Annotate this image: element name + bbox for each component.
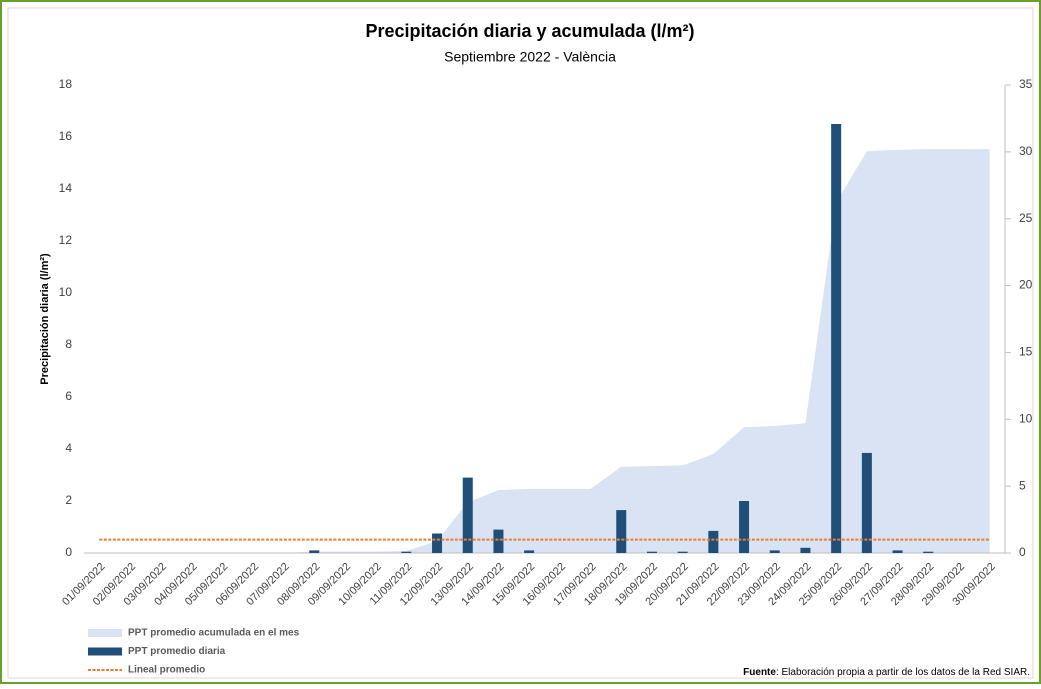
bar xyxy=(401,551,412,553)
source-text: : Elaboración propia a partir de los dat… xyxy=(776,667,1030,678)
y-tick-label: 2 xyxy=(65,493,72,507)
legend-swatch xyxy=(88,629,122,637)
bar xyxy=(831,124,842,553)
legend-label: PPT promedio diaria xyxy=(128,646,226,657)
bar xyxy=(309,550,320,553)
bar xyxy=(646,551,657,553)
y-tick-label: 4 xyxy=(65,441,72,455)
y-tick-label: 16 xyxy=(59,129,73,143)
y2-tick-label: 15 xyxy=(1019,345,1033,359)
source: Fuente: Elaboración propia a partir de l… xyxy=(743,667,1030,678)
legend-label: Lineal promedio xyxy=(128,665,205,676)
y2-tick-label: 20 xyxy=(1019,278,1033,292)
bar xyxy=(739,501,750,553)
bar xyxy=(616,510,627,553)
bar xyxy=(677,551,688,553)
y-tick-label: 14 xyxy=(59,181,73,195)
y-tick-label: 10 xyxy=(59,285,73,299)
chart-title: Precipitación diaria y acumulada (l/m²) xyxy=(365,21,694,41)
bar xyxy=(892,550,903,553)
source-label: Fuente xyxy=(743,667,776,678)
y2-tick-label: 5 xyxy=(1019,478,1026,492)
y2-tick-label: 0 xyxy=(1019,545,1026,559)
bar xyxy=(708,530,719,553)
bar xyxy=(800,547,811,553)
bar xyxy=(923,551,934,553)
y2-tick-label: 25 xyxy=(1019,211,1033,225)
y-tick-label: 8 xyxy=(65,337,72,351)
legend-swatch xyxy=(88,647,122,656)
bar xyxy=(432,533,443,553)
y-tick-label: 18 xyxy=(59,77,73,91)
bar xyxy=(769,550,780,553)
legend-label: PPT promedio acumulada en el mes xyxy=(128,628,300,639)
y-axis-label: Precipitación diaria (l/m²) xyxy=(39,253,51,385)
y-tick-label: 0 xyxy=(65,545,72,559)
y2-tick-label: 30 xyxy=(1019,144,1033,158)
bar xyxy=(462,477,473,553)
y2-tick-label: 10 xyxy=(1019,411,1033,425)
chart-subtitle: Septiembre 2022 - València xyxy=(444,49,616,65)
bar xyxy=(493,529,504,553)
y2-tick-label: 35 xyxy=(1019,77,1033,91)
bar xyxy=(524,550,535,553)
y-tick-label: 12 xyxy=(59,233,73,247)
bar xyxy=(861,452,872,553)
area xyxy=(99,149,990,553)
y-tick-label: 6 xyxy=(65,389,72,403)
inner-frame xyxy=(7,7,1034,679)
